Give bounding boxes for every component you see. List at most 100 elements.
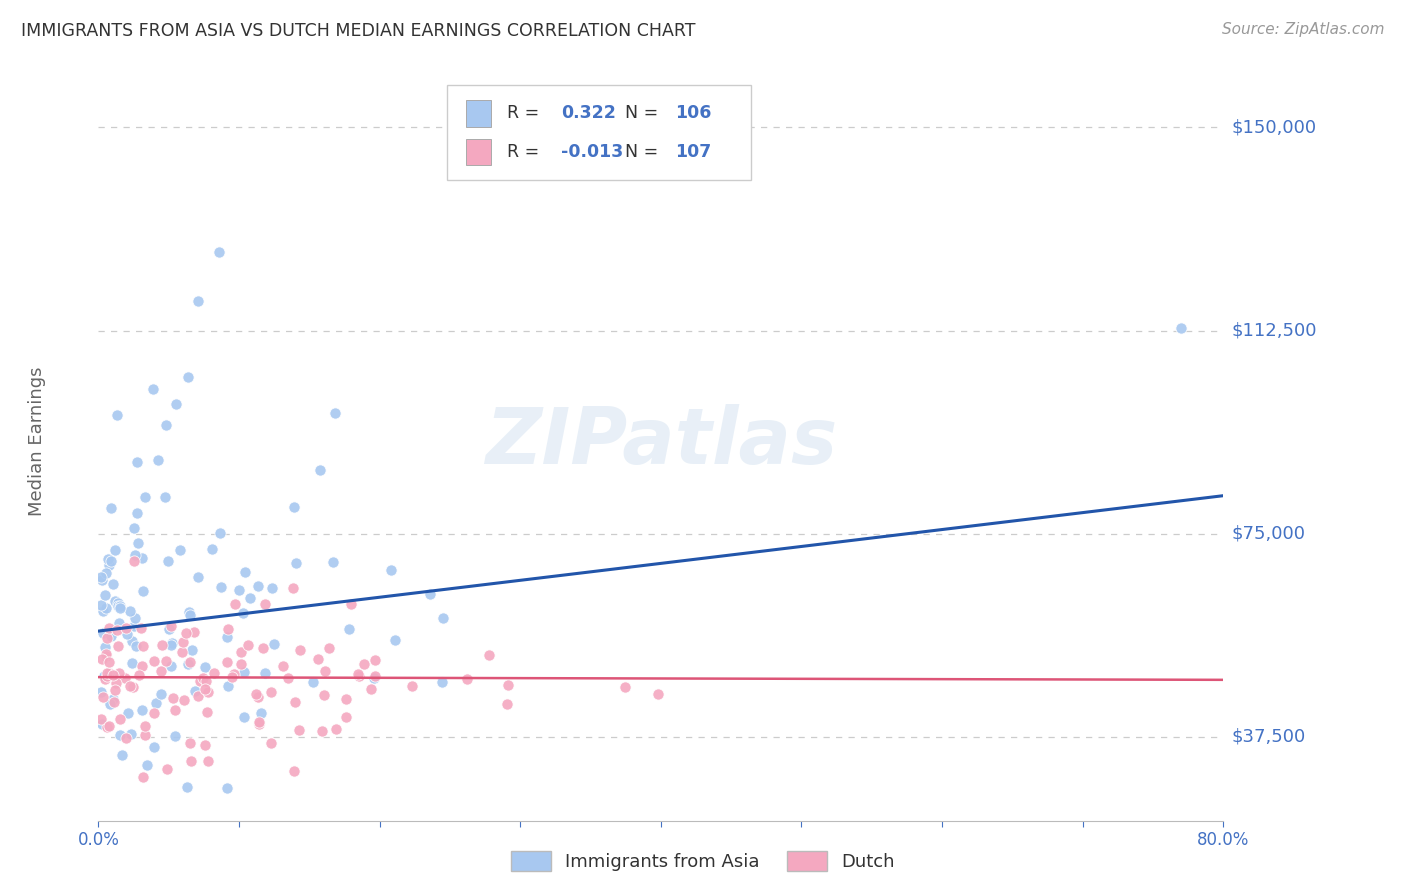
Point bbox=[259, 735, 281, 749]
Point bbox=[132, 583, 155, 598]
Point bbox=[118, 679, 141, 693]
Point bbox=[245, 687, 267, 701]
Point bbox=[142, 382, 165, 396]
Point bbox=[143, 739, 166, 754]
Point bbox=[233, 566, 256, 580]
Point bbox=[209, 580, 232, 594]
Point bbox=[180, 754, 202, 768]
Point bbox=[98, 718, 121, 732]
Point bbox=[208, 244, 231, 259]
Point bbox=[160, 635, 183, 649]
Point bbox=[253, 665, 276, 680]
Point bbox=[155, 490, 177, 504]
Point bbox=[187, 690, 209, 704]
Point bbox=[122, 619, 145, 633]
Text: $150,000: $150,000 bbox=[1232, 119, 1317, 136]
Text: IMMIGRANTS FROM ASIA VS DUTCH MEDIAN EARNINGS CORRELATION CHART: IMMIGRANTS FROM ASIA VS DUTCH MEDIAN EAR… bbox=[21, 22, 696, 40]
Point bbox=[121, 634, 143, 648]
Point bbox=[105, 624, 128, 638]
Point bbox=[360, 682, 382, 697]
Point bbox=[364, 652, 387, 666]
Point bbox=[93, 669, 115, 683]
Point bbox=[97, 558, 120, 572]
Point bbox=[312, 688, 335, 702]
Point bbox=[302, 675, 325, 690]
Point bbox=[118, 604, 141, 618]
Point bbox=[254, 597, 277, 611]
Point bbox=[131, 703, 153, 717]
Point bbox=[1170, 321, 1192, 335]
Point bbox=[290, 643, 312, 657]
Point bbox=[104, 593, 127, 607]
Point bbox=[101, 668, 124, 682]
Point bbox=[250, 706, 273, 720]
Point bbox=[456, 672, 478, 686]
Point bbox=[263, 637, 285, 651]
Point bbox=[159, 659, 181, 673]
Point bbox=[159, 622, 181, 636]
Point bbox=[98, 665, 121, 680]
Point bbox=[124, 639, 146, 653]
Point bbox=[172, 634, 194, 648]
Point bbox=[176, 780, 198, 794]
Point bbox=[215, 656, 238, 670]
Point bbox=[202, 666, 225, 681]
Point bbox=[94, 566, 117, 581]
Point bbox=[337, 622, 360, 636]
Point bbox=[401, 679, 423, 693]
Point bbox=[91, 625, 114, 640]
Point bbox=[96, 631, 118, 645]
Point bbox=[117, 706, 139, 721]
Point bbox=[177, 657, 200, 671]
Point bbox=[194, 682, 217, 697]
Point bbox=[232, 710, 254, 724]
Point bbox=[277, 671, 299, 685]
Point bbox=[323, 406, 346, 420]
Point bbox=[613, 680, 636, 694]
Point bbox=[239, 591, 262, 605]
Point bbox=[91, 604, 114, 618]
Point bbox=[160, 638, 183, 652]
Point bbox=[105, 409, 128, 423]
Point bbox=[260, 685, 283, 699]
Point bbox=[221, 669, 243, 683]
Point bbox=[121, 657, 143, 671]
Point bbox=[107, 639, 129, 653]
Point bbox=[183, 624, 205, 639]
Point bbox=[252, 641, 274, 656]
Point bbox=[307, 651, 329, 665]
Point bbox=[96, 666, 118, 681]
Point bbox=[134, 728, 156, 742]
Point bbox=[284, 695, 307, 709]
Point bbox=[318, 640, 340, 655]
Point bbox=[157, 554, 180, 568]
Point bbox=[217, 679, 239, 693]
Point bbox=[98, 697, 121, 711]
Point bbox=[179, 656, 201, 670]
Point bbox=[94, 648, 117, 662]
Point bbox=[103, 695, 125, 709]
Point bbox=[90, 712, 112, 726]
FancyBboxPatch shape bbox=[467, 100, 491, 127]
Point bbox=[145, 696, 167, 710]
Point bbox=[236, 638, 259, 652]
FancyBboxPatch shape bbox=[447, 85, 751, 180]
Point bbox=[173, 693, 195, 707]
Point bbox=[104, 542, 127, 557]
Point bbox=[90, 569, 112, 583]
Point bbox=[96, 552, 118, 566]
Point bbox=[110, 599, 132, 614]
Text: -0.013: -0.013 bbox=[561, 143, 623, 161]
Point bbox=[128, 668, 150, 682]
Point bbox=[124, 611, 146, 625]
Point bbox=[364, 669, 387, 683]
Point bbox=[180, 642, 202, 657]
Point bbox=[231, 644, 253, 658]
Point bbox=[187, 570, 209, 584]
Point bbox=[90, 599, 112, 613]
Point bbox=[233, 665, 256, 680]
Point bbox=[94, 588, 117, 602]
Point bbox=[335, 710, 357, 724]
Point bbox=[165, 729, 187, 743]
Point bbox=[131, 551, 153, 566]
